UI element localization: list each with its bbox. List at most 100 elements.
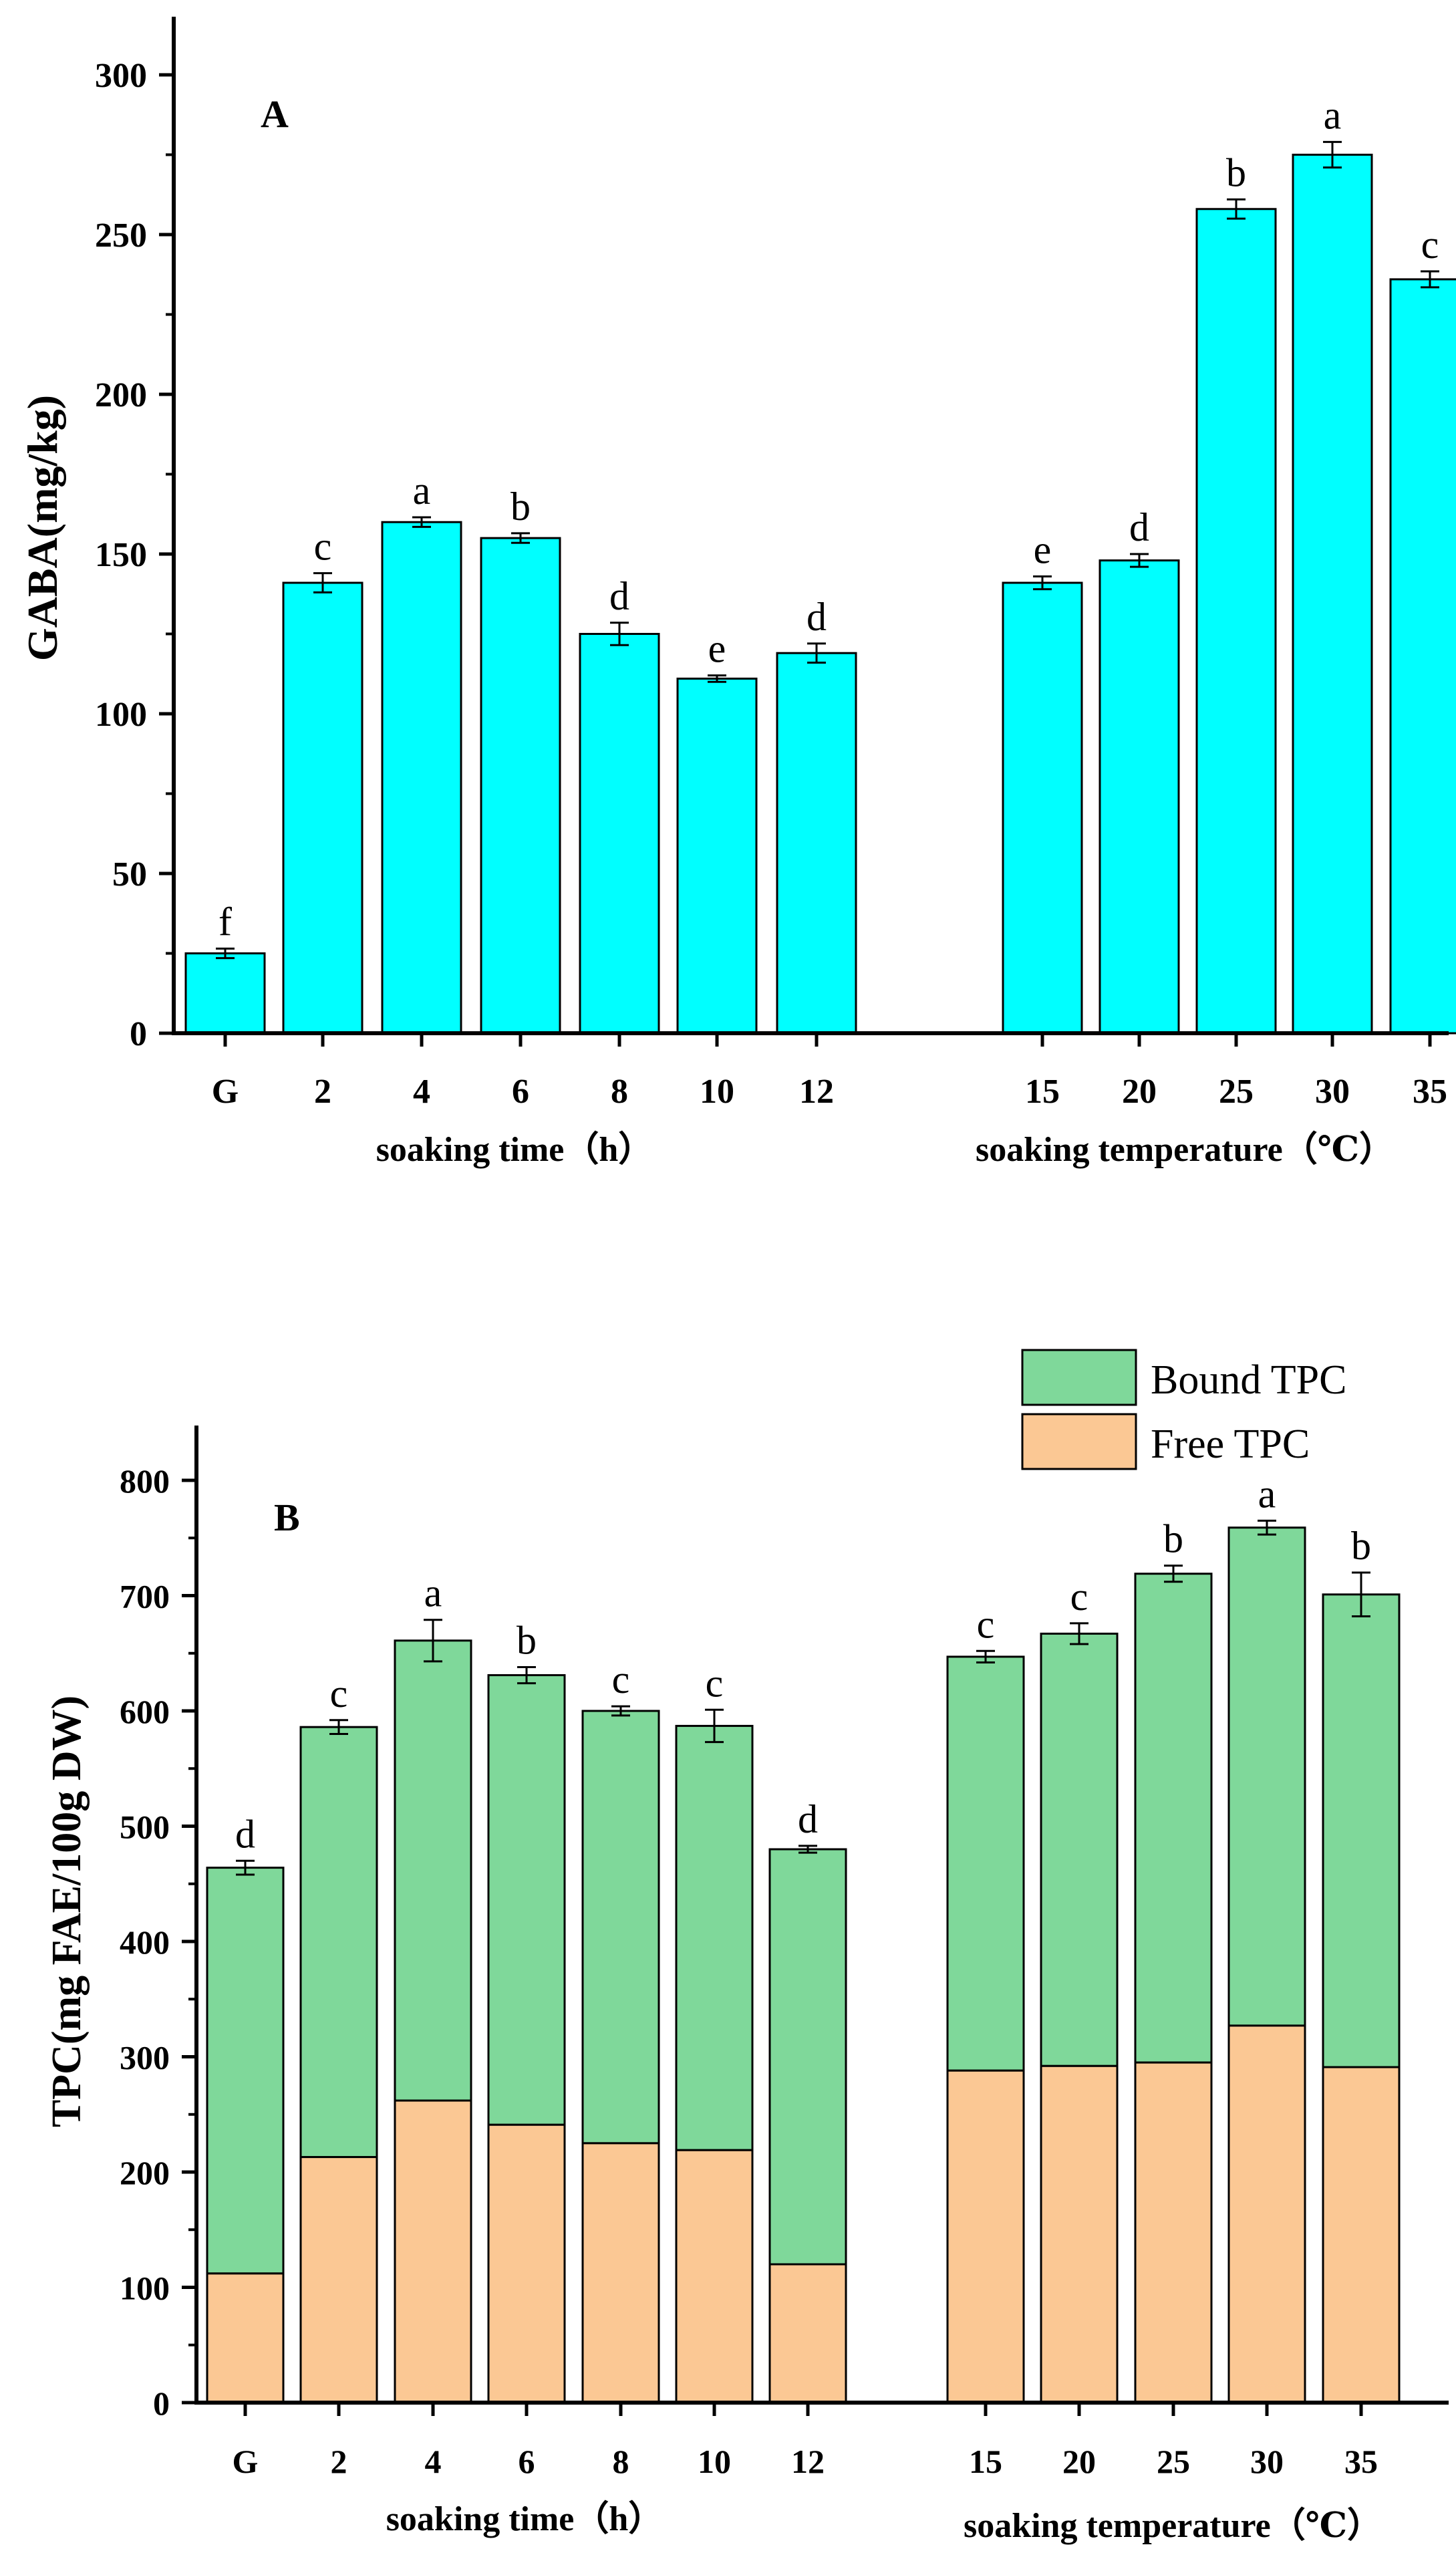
bar <box>579 633 660 1035</box>
error-bar <box>611 1705 630 1717</box>
error-bar <box>1164 1565 1183 1583</box>
significance-letter: b <box>1351 1524 1371 1568</box>
panel-b-y-ticks: 0 100 200 300 400 500 600 700 800 <box>120 1462 196 2422</box>
bar-free-tpc <box>1227 2024 1306 2404</box>
y-tick-label: 150 <box>95 536 147 574</box>
significance-letter: f <box>219 900 232 944</box>
significance-letter: d <box>1129 505 1149 549</box>
bar-bound-tpc <box>768 1848 847 2266</box>
panel-a-x-ticks: G 2 4 6 8 10 12 15 20 25 30 35 <box>212 1033 1447 1111</box>
error-bar <box>976 1649 995 1664</box>
significance-letter: b <box>517 1618 537 1662</box>
bar-free-tpc <box>299 2156 378 2404</box>
bar-free-tpc <box>206 2272 285 2404</box>
x-tick-label: 30 <box>1315 1073 1350 1111</box>
significance-letter: b <box>511 485 531 529</box>
error-bar <box>511 532 530 544</box>
bar-free-tpc <box>1134 2061 1213 2404</box>
y-tick-label: 100 <box>95 696 147 734</box>
bar-bound-tpc <box>1322 1593 1401 2068</box>
x-tick-label: 8 <box>611 1073 628 1111</box>
bar-bound-tpc <box>394 1639 472 2102</box>
error-bar <box>1352 1571 1370 1618</box>
y-tick-label: 200 <box>95 376 147 414</box>
x-tick-label: 4 <box>425 2443 442 2480</box>
panel-a-chart: f c a b d e d e d b a c 0 50 100 150 200 250 300 G 2 4 6 8 10 1… <box>19 17 1456 1169</box>
y-tick-label: 800 <box>120 1462 170 1500</box>
panel-b-x-ticks: G 2 4 6 8 10 12 15 20 25 30 35 <box>233 2403 1378 2480</box>
significance-letter: c <box>330 1671 348 1716</box>
y-tick-label: 400 <box>120 1923 170 1961</box>
x-tick-label: 20 <box>1122 1073 1157 1111</box>
x-tick-label: 15 <box>1025 1073 1060 1111</box>
panel-b-error-bars <box>236 1519 1370 1876</box>
error-bar <box>705 1708 724 1744</box>
bar <box>776 652 857 1035</box>
error-bar <box>216 947 235 960</box>
bar <box>1292 154 1373 1035</box>
x-tick-label: 20 <box>1062 2443 1096 2480</box>
bar-bound-tpc <box>1134 1573 1213 2064</box>
significance-letter: b <box>1226 150 1246 194</box>
bar <box>282 581 363 1035</box>
error-bar <box>424 1619 442 1663</box>
significance-letter: d <box>609 574 629 618</box>
bar-free-tpc <box>946 2069 1025 2404</box>
panel-b-label: B <box>274 1496 300 1539</box>
significance-letter: d <box>235 1812 255 1856</box>
bar <box>480 537 561 1035</box>
significance-letter: e <box>708 627 726 671</box>
bar <box>1195 208 1277 1035</box>
x-tick-label: 12 <box>799 1073 834 1111</box>
y-tick-label: 100 <box>120 2270 170 2307</box>
panel-b-y-axis-title: TPC(mg FAE/100g DW) <box>44 1696 90 2127</box>
y-tick-label: 200 <box>120 2154 170 2191</box>
legend-swatch-free-tpc <box>1021 1413 1137 1470</box>
bar <box>1389 278 1456 1035</box>
error-bar <box>313 572 332 593</box>
significance-letter: c <box>706 1661 724 1705</box>
panel-b-x-axis-title-temperature: soaking temperature（℃） <box>964 2506 1382 2545</box>
bar-free-tpc <box>1322 2066 1401 2404</box>
panel-a-significance-letters: f c a b d e d e d b a c <box>219 93 1439 944</box>
significance-letter: a <box>424 1571 442 1615</box>
bar-free-tpc <box>768 2263 847 2404</box>
y-tick-label: 500 <box>120 1808 170 1846</box>
bar-free-tpc <box>581 2142 660 2404</box>
panel-a-error-bars <box>216 140 1439 960</box>
significance-letter: b <box>1163 1517 1183 1561</box>
bar-bound-tpc <box>1040 1632 1119 2067</box>
panel-a-bars <box>184 154 1456 1035</box>
bar <box>184 952 266 1035</box>
significance-letter: c <box>612 1657 630 1702</box>
bar-free-tpc <box>487 2123 566 2404</box>
significance-letter: c <box>977 1602 995 1646</box>
y-tick-label: 0 <box>130 1015 147 1053</box>
error-bar <box>708 674 726 683</box>
panel-a-y-ticks: 0 50 100 150 200 250 300 <box>95 57 174 1053</box>
panel-b-bars <box>206 1526 1401 2404</box>
legend-swatch-bound-tpc <box>1021 1349 1137 1406</box>
error-bar <box>1033 575 1052 591</box>
x-tick-label: 15 <box>969 2443 1002 2480</box>
bar <box>1099 559 1180 1035</box>
error-bar <box>1421 270 1439 289</box>
panel-b-chart: d c a b c c d c c b a b 0 100 200 300 400 500 600 700 800 G… <box>44 1349 1449 2545</box>
significance-letter: d <box>798 1797 818 1841</box>
significance-letter: c <box>1070 1575 1088 1619</box>
x-tick-label: 8 <box>613 2443 629 2480</box>
bar-bound-tpc <box>206 1867 285 2275</box>
error-bar <box>1070 1622 1088 1645</box>
bar-bound-tpc <box>675 1724 754 2151</box>
bar <box>381 521 462 1035</box>
bar-free-tpc <box>675 2149 754 2404</box>
error-bar <box>610 622 629 646</box>
significance-letter: a <box>1324 93 1342 137</box>
panel-b-significance-letters: d c a b c c d c c b a b <box>235 1472 1371 1856</box>
panel-b-axes <box>194 1426 1449 2405</box>
bar <box>1002 581 1083 1035</box>
x-tick-label: 2 <box>314 1073 331 1111</box>
error-bar <box>517 1665 536 1685</box>
x-tick-label: 35 <box>1344 2443 1378 2480</box>
